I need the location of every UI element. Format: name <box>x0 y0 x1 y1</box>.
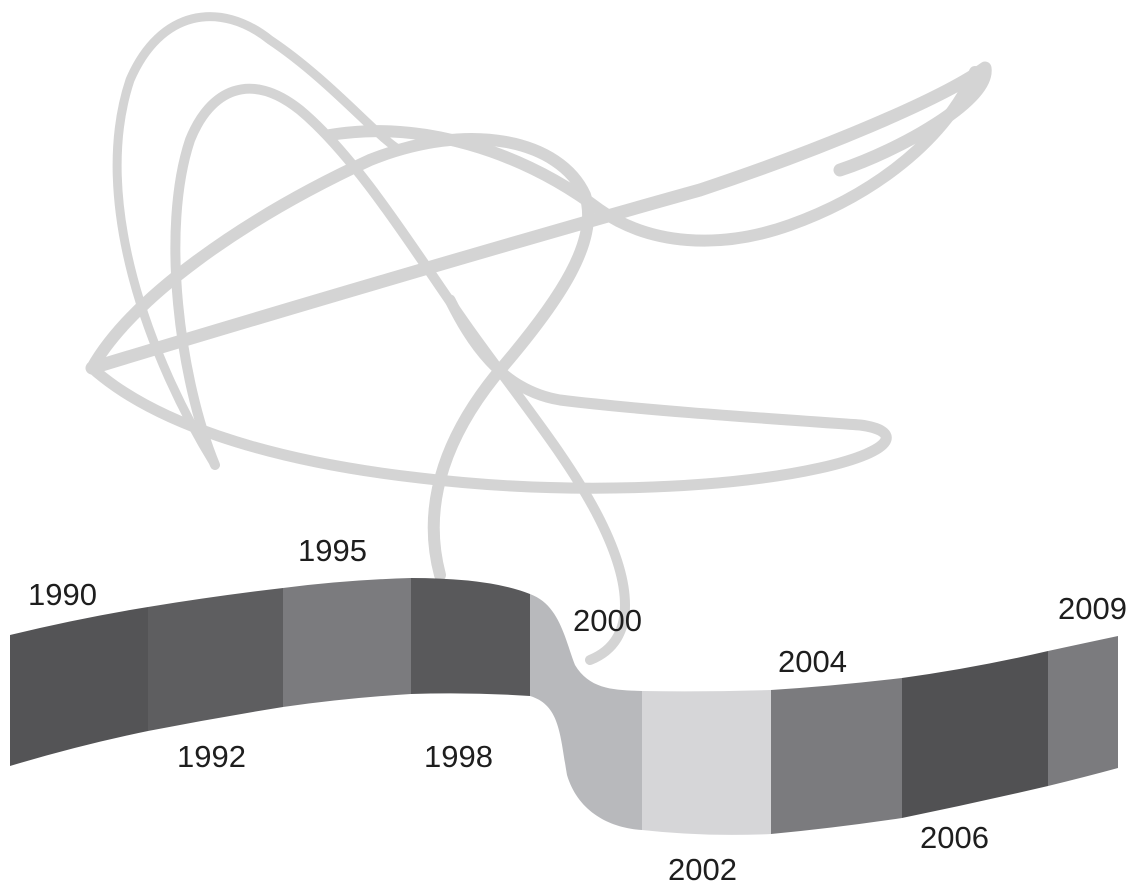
year-label-1992: 1992 <box>177 739 246 774</box>
year-label-1990: 1990 <box>28 577 97 612</box>
ribbon-strand-top-sweep <box>324 66 981 247</box>
ribbon-strand-inner-arc <box>170 83 630 665</box>
timeline-segment-1992 <box>148 588 283 731</box>
ribbon-strand-loop <box>86 132 595 581</box>
year-label-2000: 2000 <box>573 603 642 638</box>
ribbon-strand-left-arc <box>112 12 405 470</box>
year-label-1998: 1998 <box>424 739 493 774</box>
tangled-ribbon-decoration <box>85 12 992 665</box>
year-label-2006: 2006 <box>920 820 989 855</box>
timeline-segment-2000 <box>530 594 642 830</box>
year-label-2004: 2004 <box>778 644 847 679</box>
timeline-segment-1998 <box>411 578 530 696</box>
year-label-2009: 2009 <box>1058 591 1127 626</box>
ribbon-strand-bottom <box>86 294 892 494</box>
timeline-band <box>10 578 1118 835</box>
year-label-2002: 2002 <box>668 852 737 886</box>
timeline-segment-2006 <box>902 651 1048 818</box>
timeline-segment-2002 <box>642 690 771 835</box>
year-label-1995: 1995 <box>298 533 367 568</box>
timeline-segment-2004 <box>771 678 902 834</box>
year-labels: 1990 1992 1995 1998 2000 2002 2004 2006 … <box>28 533 1127 886</box>
timeline-segment-1995 <box>283 578 411 707</box>
timeline-segment-2009 <box>1048 636 1118 786</box>
timeline-segment-1990 <box>10 607 148 766</box>
